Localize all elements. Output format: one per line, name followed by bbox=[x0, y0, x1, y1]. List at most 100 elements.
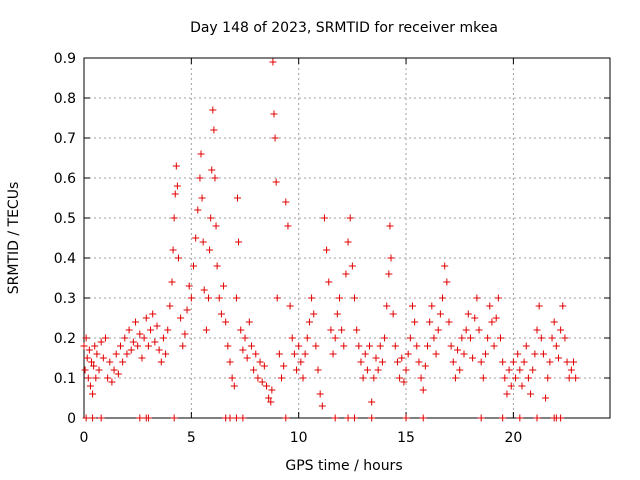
data-point bbox=[134, 342, 142, 350]
data-point bbox=[97, 338, 105, 346]
data-point bbox=[144, 414, 152, 422]
data-point bbox=[299, 374, 307, 382]
data-point bbox=[539, 350, 547, 358]
data-point bbox=[310, 310, 318, 318]
data-point bbox=[546, 358, 554, 366]
x-tick-label: 5 bbox=[187, 430, 196, 446]
y-tick-label: 0 bbox=[67, 411, 76, 427]
data-point bbox=[393, 358, 401, 366]
data-point bbox=[512, 374, 520, 382]
data-point bbox=[197, 150, 205, 158]
data-point bbox=[503, 390, 511, 398]
data-point bbox=[114, 370, 122, 378]
data-point bbox=[159, 334, 167, 342]
data-point bbox=[318, 402, 326, 410]
data-point bbox=[138, 354, 146, 362]
data-point bbox=[272, 178, 280, 186]
data-point bbox=[194, 206, 202, 214]
data-point bbox=[297, 358, 305, 366]
data-point bbox=[368, 414, 376, 422]
data-point bbox=[520, 358, 528, 366]
data-point bbox=[499, 414, 507, 422]
data-point bbox=[170, 214, 178, 222]
tick-labels: 0 0.1 0.2 0.3 0.4 0.5 0.6 0.7 0.8 0.9 0 5 10 15 20 bbox=[54, 51, 523, 446]
data-point bbox=[80, 342, 88, 350]
data-point bbox=[226, 414, 234, 422]
data-point bbox=[404, 350, 412, 358]
data-point bbox=[86, 382, 94, 390]
data-point bbox=[391, 342, 399, 350]
data-point bbox=[430, 334, 438, 342]
data-point bbox=[469, 354, 477, 362]
data-point bbox=[340, 342, 348, 350]
data-point bbox=[462, 326, 470, 334]
data-point bbox=[202, 326, 210, 334]
data-point bbox=[464, 310, 472, 318]
y-tick-label: 0.5 bbox=[54, 211, 76, 227]
data-point bbox=[303, 334, 311, 342]
data-point bbox=[522, 342, 530, 350]
data-point bbox=[99, 354, 107, 362]
data-point bbox=[473, 294, 481, 302]
data-point bbox=[357, 358, 365, 366]
data-point bbox=[499, 358, 507, 366]
data-point bbox=[217, 310, 225, 318]
data-point bbox=[411, 318, 419, 326]
chart-title: Day 148 of 2023, SRMTID for receiver mke… bbox=[190, 20, 498, 36]
data-point bbox=[168, 278, 176, 286]
data-point bbox=[97, 414, 105, 422]
data-point bbox=[527, 390, 535, 398]
data-point bbox=[320, 214, 328, 222]
data-point bbox=[104, 374, 112, 382]
data-point bbox=[177, 314, 185, 322]
data-point bbox=[171, 190, 179, 198]
axis-ticks bbox=[83, 57, 610, 419]
data-point bbox=[381, 334, 389, 342]
data-point bbox=[282, 414, 290, 422]
data-point bbox=[544, 374, 552, 382]
data-point bbox=[81, 366, 89, 374]
data-point bbox=[533, 414, 541, 422]
data-point bbox=[196, 174, 204, 182]
data-point bbox=[402, 414, 410, 422]
data-point bbox=[91, 342, 99, 350]
data-point bbox=[383, 302, 391, 310]
data-point bbox=[490, 342, 498, 350]
data-point bbox=[144, 342, 152, 350]
data-point bbox=[226, 358, 234, 366]
data-point bbox=[121, 334, 129, 342]
data-point bbox=[451, 374, 459, 382]
data-point bbox=[232, 294, 240, 302]
data-point bbox=[234, 194, 242, 202]
data-point bbox=[559, 302, 567, 310]
data-point bbox=[316, 390, 324, 398]
data-point bbox=[125, 326, 133, 334]
data-point bbox=[312, 342, 320, 350]
data-point bbox=[90, 362, 98, 370]
data-point bbox=[344, 238, 352, 246]
data-point bbox=[323, 246, 331, 254]
data-point bbox=[206, 246, 214, 254]
x-tick-label: 20 bbox=[504, 430, 522, 446]
data-point bbox=[386, 222, 394, 230]
data-point bbox=[273, 294, 281, 302]
data-point bbox=[224, 342, 232, 350]
data-point bbox=[211, 174, 219, 182]
data-point bbox=[110, 366, 118, 374]
data-point bbox=[426, 318, 434, 326]
data-point bbox=[166, 302, 174, 310]
y-axis-label: SRMTID / TECUs bbox=[6, 182, 22, 295]
data-point bbox=[348, 262, 356, 270]
data-point bbox=[84, 374, 92, 382]
data-point bbox=[481, 350, 489, 358]
data-point bbox=[198, 194, 206, 202]
data-point bbox=[256, 358, 264, 366]
data-point bbox=[449, 358, 457, 366]
data-point bbox=[101, 334, 109, 342]
data-point bbox=[213, 262, 221, 270]
data-point bbox=[460, 350, 468, 358]
data-point bbox=[181, 330, 189, 338]
data-point bbox=[346, 214, 354, 222]
data-point bbox=[454, 346, 462, 354]
